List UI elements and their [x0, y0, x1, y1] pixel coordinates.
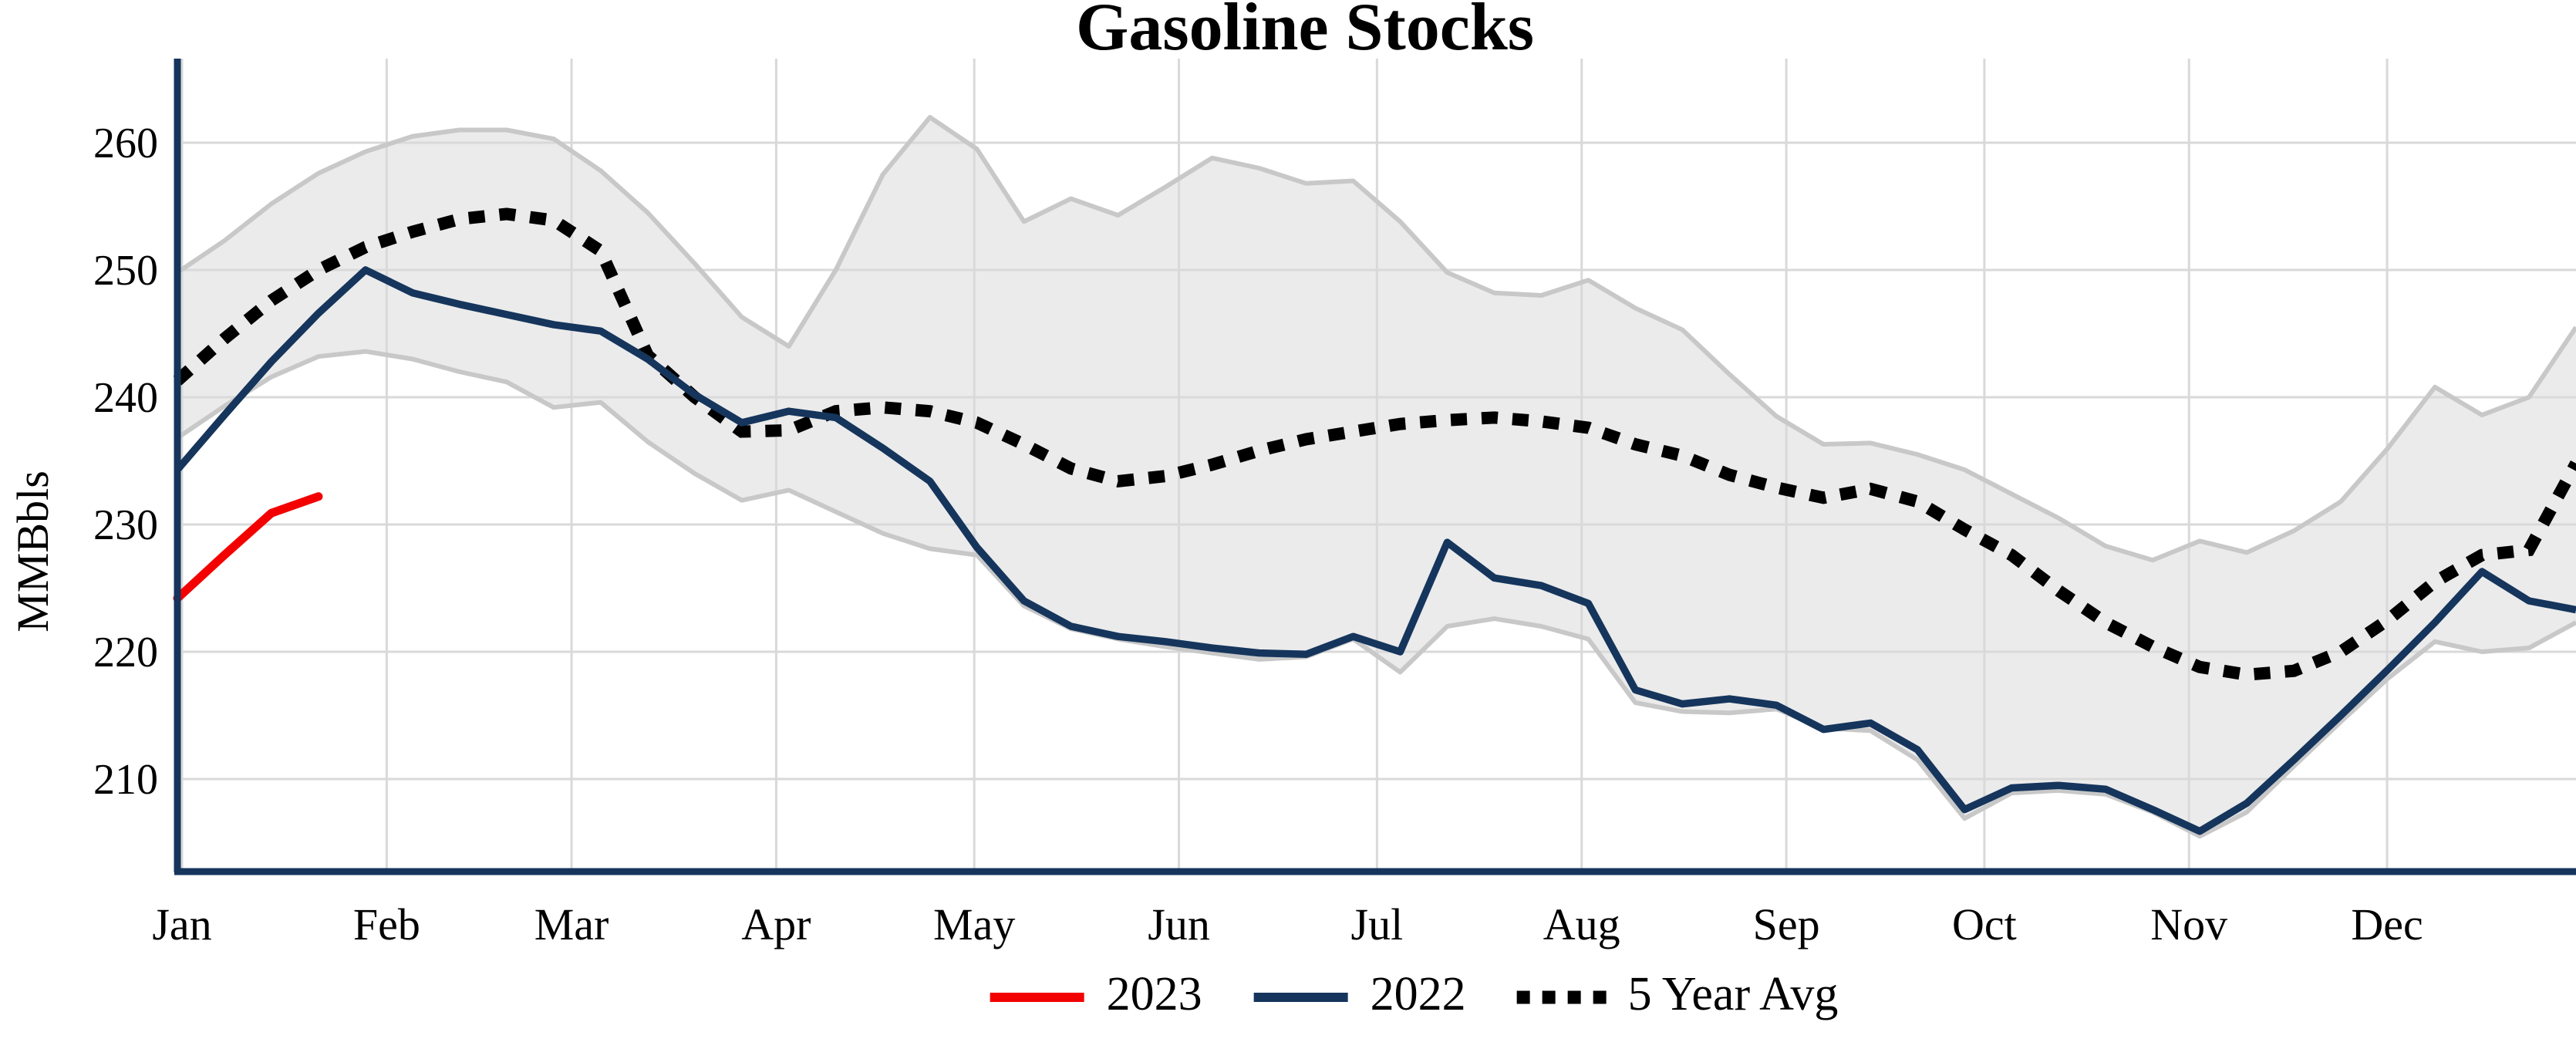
legend-label-2023: 2023: [1106, 968, 1202, 1020]
x-month-label: Mar: [534, 899, 609, 949]
x-month-label: May: [933, 899, 1015, 949]
legend-swatch-5yr-avg-dotted-icon: [1516, 990, 1608, 1004]
y-tick-label: 240: [93, 374, 158, 422]
y-tick-label: 210: [93, 756, 158, 804]
x-month-label: Feb: [353, 899, 420, 949]
x-month-label: Jan: [152, 899, 211, 949]
legend-swatch-2022-line-icon: [1253, 993, 1348, 1002]
y-tick-label: 260: [93, 120, 158, 167]
y-tick-label: 220: [93, 629, 158, 676]
series-2023-line: [173, 492, 323, 603]
x-month-label: Oct: [1952, 899, 2017, 949]
y-tick-label: 230: [93, 501, 158, 549]
x-month-label: Sep: [1753, 899, 1820, 949]
x-month-label: Dec: [2351, 899, 2423, 949]
x-month-label: Apr: [741, 899, 811, 949]
series-2022-line: [174, 266, 2576, 835]
chart-title: Gasoline Stocks: [1076, 0, 1534, 65]
legend-item-5yr-avg: 5 Year Avg: [1516, 968, 1839, 1024]
series-5yr-avg-line: [173, 207, 2576, 681]
legend-item-2023: 2023: [988, 970, 1202, 1024]
x-month-label: Aug: [1543, 899, 1620, 949]
legend-label-2022: 2022: [1370, 968, 1466, 1020]
x-month-label: Jul: [1351, 899, 1404, 949]
chart-legend: 2023 2022 5 Year Avg: [988, 968, 1839, 1024]
legend-label-5yr-avg: 5 Year Avg: [1627, 968, 1839, 1020]
y-axis-title: MMBbls: [8, 471, 58, 632]
band-upper-edge: [176, 115, 2576, 563]
x-month-label: Nov: [2150, 899, 2227, 949]
legend-swatch-2023-line-icon: [990, 993, 1084, 1002]
legend-item-2022: 2022: [1252, 970, 1466, 1024]
y-tick-label: 250: [93, 247, 158, 295]
x-month-label: Jun: [1148, 899, 1210, 949]
